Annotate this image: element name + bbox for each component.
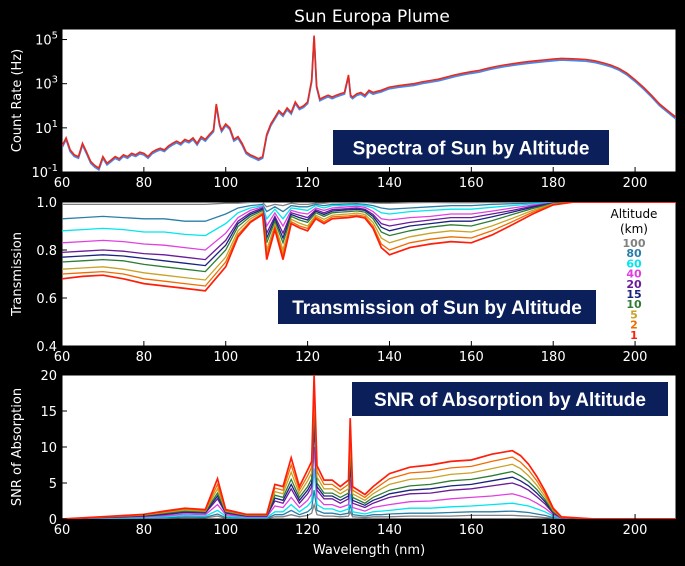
snr-series-5km xyxy=(62,392,676,519)
transmission-xtick-label: 180 xyxy=(541,350,566,365)
transmission-ytick-label: 0.4 xyxy=(36,340,57,355)
transmission-series-60km xyxy=(62,202,676,237)
snr-ytick-label: 0 xyxy=(49,513,57,528)
snr-xtick-label: 200 xyxy=(623,523,648,538)
legend-title-line: Altitude xyxy=(611,207,658,221)
transmission-ytick-label: 1.0 xyxy=(36,196,57,211)
transmission-xtick-label: 60 xyxy=(54,350,71,365)
snr-series-10km xyxy=(62,403,676,519)
spectra-panel: 60 80 100 120 140 160 180 20010-1101103105Count… xyxy=(10,28,677,191)
snr-ytick-label: 10 xyxy=(40,441,57,456)
transmission-ylabel: Transmission xyxy=(10,232,25,317)
transmission-xtick-label: 200 xyxy=(623,350,648,365)
transmission-series-15km xyxy=(62,202,676,267)
spectra-title-banner xyxy=(333,130,609,165)
snr-panel: 60 80 100 120 140 160 180 200 0 5 10 15 20 SNR of Abs… xyxy=(10,369,677,558)
snr-xtick-label: 60 xyxy=(54,523,71,538)
spectra-xtick-label: 100 xyxy=(213,176,238,191)
snr-series-1km xyxy=(62,375,676,519)
spectra-line xyxy=(62,35,676,170)
spectra-line-under xyxy=(62,37,676,172)
figure-title: Sun Europa Plume xyxy=(294,7,450,27)
transmission-title-banner xyxy=(278,290,596,324)
snr-series-20km xyxy=(62,425,676,519)
spectra-xtick-label: 60 xyxy=(54,176,71,191)
snr-ytick-label: 5 xyxy=(49,477,57,492)
spectra-ytick-exponent: 3 xyxy=(52,75,58,86)
transmission-series-100km xyxy=(62,202,676,208)
legend-entry-100km: 100 xyxy=(623,237,646,250)
legend-entry-60km: 60 xyxy=(626,257,642,270)
transmission-series-40km xyxy=(62,202,676,251)
spectra-xtick-label: 80 xyxy=(136,176,153,191)
transmission-series-1km xyxy=(62,202,676,292)
transmission-lines xyxy=(62,202,676,292)
transmission-xtick-label: 100 xyxy=(213,350,238,365)
transmission-series-10km xyxy=(62,202,676,273)
snr-title-banner xyxy=(352,382,668,416)
legend-entry-1km: 1 xyxy=(630,329,638,342)
transmission-series-80km xyxy=(62,202,676,222)
spectra-ytick-base: 10 xyxy=(35,122,52,137)
transmission-xtick-label: 120 xyxy=(295,350,320,365)
legend-entry-40km: 40 xyxy=(626,268,642,281)
transmission-xtick-label: 80 xyxy=(136,350,153,365)
snr-xtick-label: 180 xyxy=(541,523,566,538)
snr-xtick-label: 100 xyxy=(213,523,238,538)
spectra-xtick-label: 200 xyxy=(623,176,648,191)
transmission-xtick-label: 160 xyxy=(459,350,484,365)
snr-ytick-label: 15 xyxy=(40,405,57,420)
legend-entry-80km: 80 xyxy=(626,247,642,260)
snr-xlabel: Wavelength (nm) xyxy=(313,543,425,558)
snr-series-15km xyxy=(62,414,676,519)
legend-entry-20km: 20 xyxy=(626,278,642,291)
transmission-series-20km xyxy=(62,202,676,261)
transmission-series-5km xyxy=(62,202,676,281)
transmission-panel: 60 80 100 120 140 160 180 2000.40.60.81.0Transm… xyxy=(10,196,677,365)
spectra-ytick-exponent: 5 xyxy=(52,31,58,42)
transmission-title: Transmission of Sun by Altitude xyxy=(292,298,582,319)
spectra-ytick-label: 101 xyxy=(35,119,58,137)
spectra-ytick-exponent: -1 xyxy=(48,163,58,174)
spectra-xtick-label: 160 xyxy=(459,176,484,191)
legend-entry-2km: 2 xyxy=(630,319,638,332)
legend-entry-15km: 15 xyxy=(626,288,641,301)
snr-xtick-label: 80 xyxy=(136,523,153,538)
transmission-xtick-label: 140 xyxy=(377,350,402,365)
legend-title-line: (km) xyxy=(620,222,648,236)
transmission-ytick-label: 0.8 xyxy=(36,244,57,259)
transmission-ytick-label: 0.6 xyxy=(36,292,57,307)
spectra-ylabel: Count Rate (Hz) xyxy=(10,49,25,152)
spectra-ytick-label: 10-1 xyxy=(31,163,58,181)
spectra-xtick-label: 120 xyxy=(295,176,320,191)
spectra-title: Spectra of Sun by Altitude xyxy=(353,139,590,160)
snr-xtick-label: 140 xyxy=(377,523,402,538)
spectra-ytick-label: 103 xyxy=(35,75,58,93)
spectra-xtick-label: 180 xyxy=(541,176,566,191)
legend-entry-10km: 10 xyxy=(626,298,642,311)
spectra-lines xyxy=(62,35,676,172)
snr-xtick-label: 120 xyxy=(295,523,320,538)
spectra-ytick-base: 10 xyxy=(31,166,48,181)
spectra-ytick-base: 10 xyxy=(35,34,52,49)
spectra-ytick-exponent: 1 xyxy=(52,119,58,130)
legend-entry-5km: 5 xyxy=(630,308,638,321)
snr-ytick-label: 20 xyxy=(40,369,57,384)
spectra-xtick-label: 140 xyxy=(377,176,402,191)
spectra-ytick-base: 10 xyxy=(35,78,52,93)
snr-title: SNR of Absorption by Altitude xyxy=(374,390,646,411)
snr-ylabel: SNR of Absorption xyxy=(10,388,25,506)
transmission-series-2km xyxy=(62,202,676,287)
spectra-ytick-label: 105 xyxy=(35,31,58,49)
snr-xtick-label: 160 xyxy=(459,523,484,538)
